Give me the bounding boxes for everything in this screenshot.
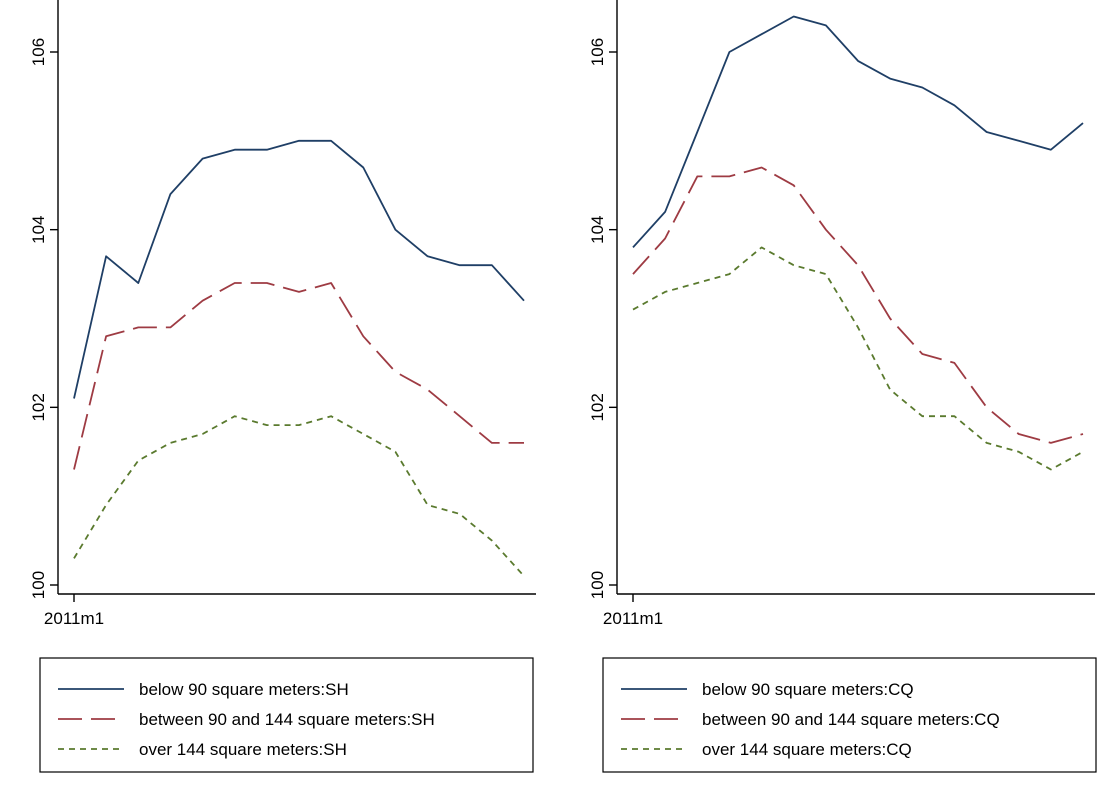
series-line-over-144-square-meters-cq [632,246,1084,471]
chart-panel-cq: 100 102 104 106 2011m1 below 90 square meters… [588,0,1097,773]
series-line-over-144-square-meters-sh [73,415,525,577]
series-line-between-90-and-144-square-meters-sh [73,282,524,470]
y-tick-label: 106 [588,38,607,66]
legend-label: between 90 and 144 square meters:SH [139,710,435,729]
y-tick-label: 102 [29,393,48,421]
x-tick-label: 2011m1 [603,609,663,628]
series-line-below-90-square-meters-cq [632,15,1084,249]
y-tick-label: 104 [588,215,607,243]
legend-label: between 90 and 144 square meters:CQ [702,710,1000,729]
x-tick-label: 2011m1 [44,609,104,628]
y-tick-label: 104 [29,215,48,243]
legend-label: over 144 square meters:SH [139,740,347,759]
y-tick-label: 106 [29,38,48,66]
series-line-between-90-and-144-square-meters-cq [632,166,1084,444]
y-tick-label: 100 [29,571,48,599]
legend-label: over 144 square meters:CQ [702,740,912,759]
y-tick-label: 102 [588,393,607,421]
y-tick-label: 100 [588,571,607,599]
legend-box [39,657,534,773]
legend-label: below 90 square meters:SH [139,680,349,699]
series-line-below-90-square-meters-sh [73,139,525,399]
chart-panel-sh: 100 102 104 106 2011m1 below 90 square meters… [29,0,536,773]
legend-box [602,657,1097,773]
legend-label: below 90 square meters:CQ [702,680,914,699]
